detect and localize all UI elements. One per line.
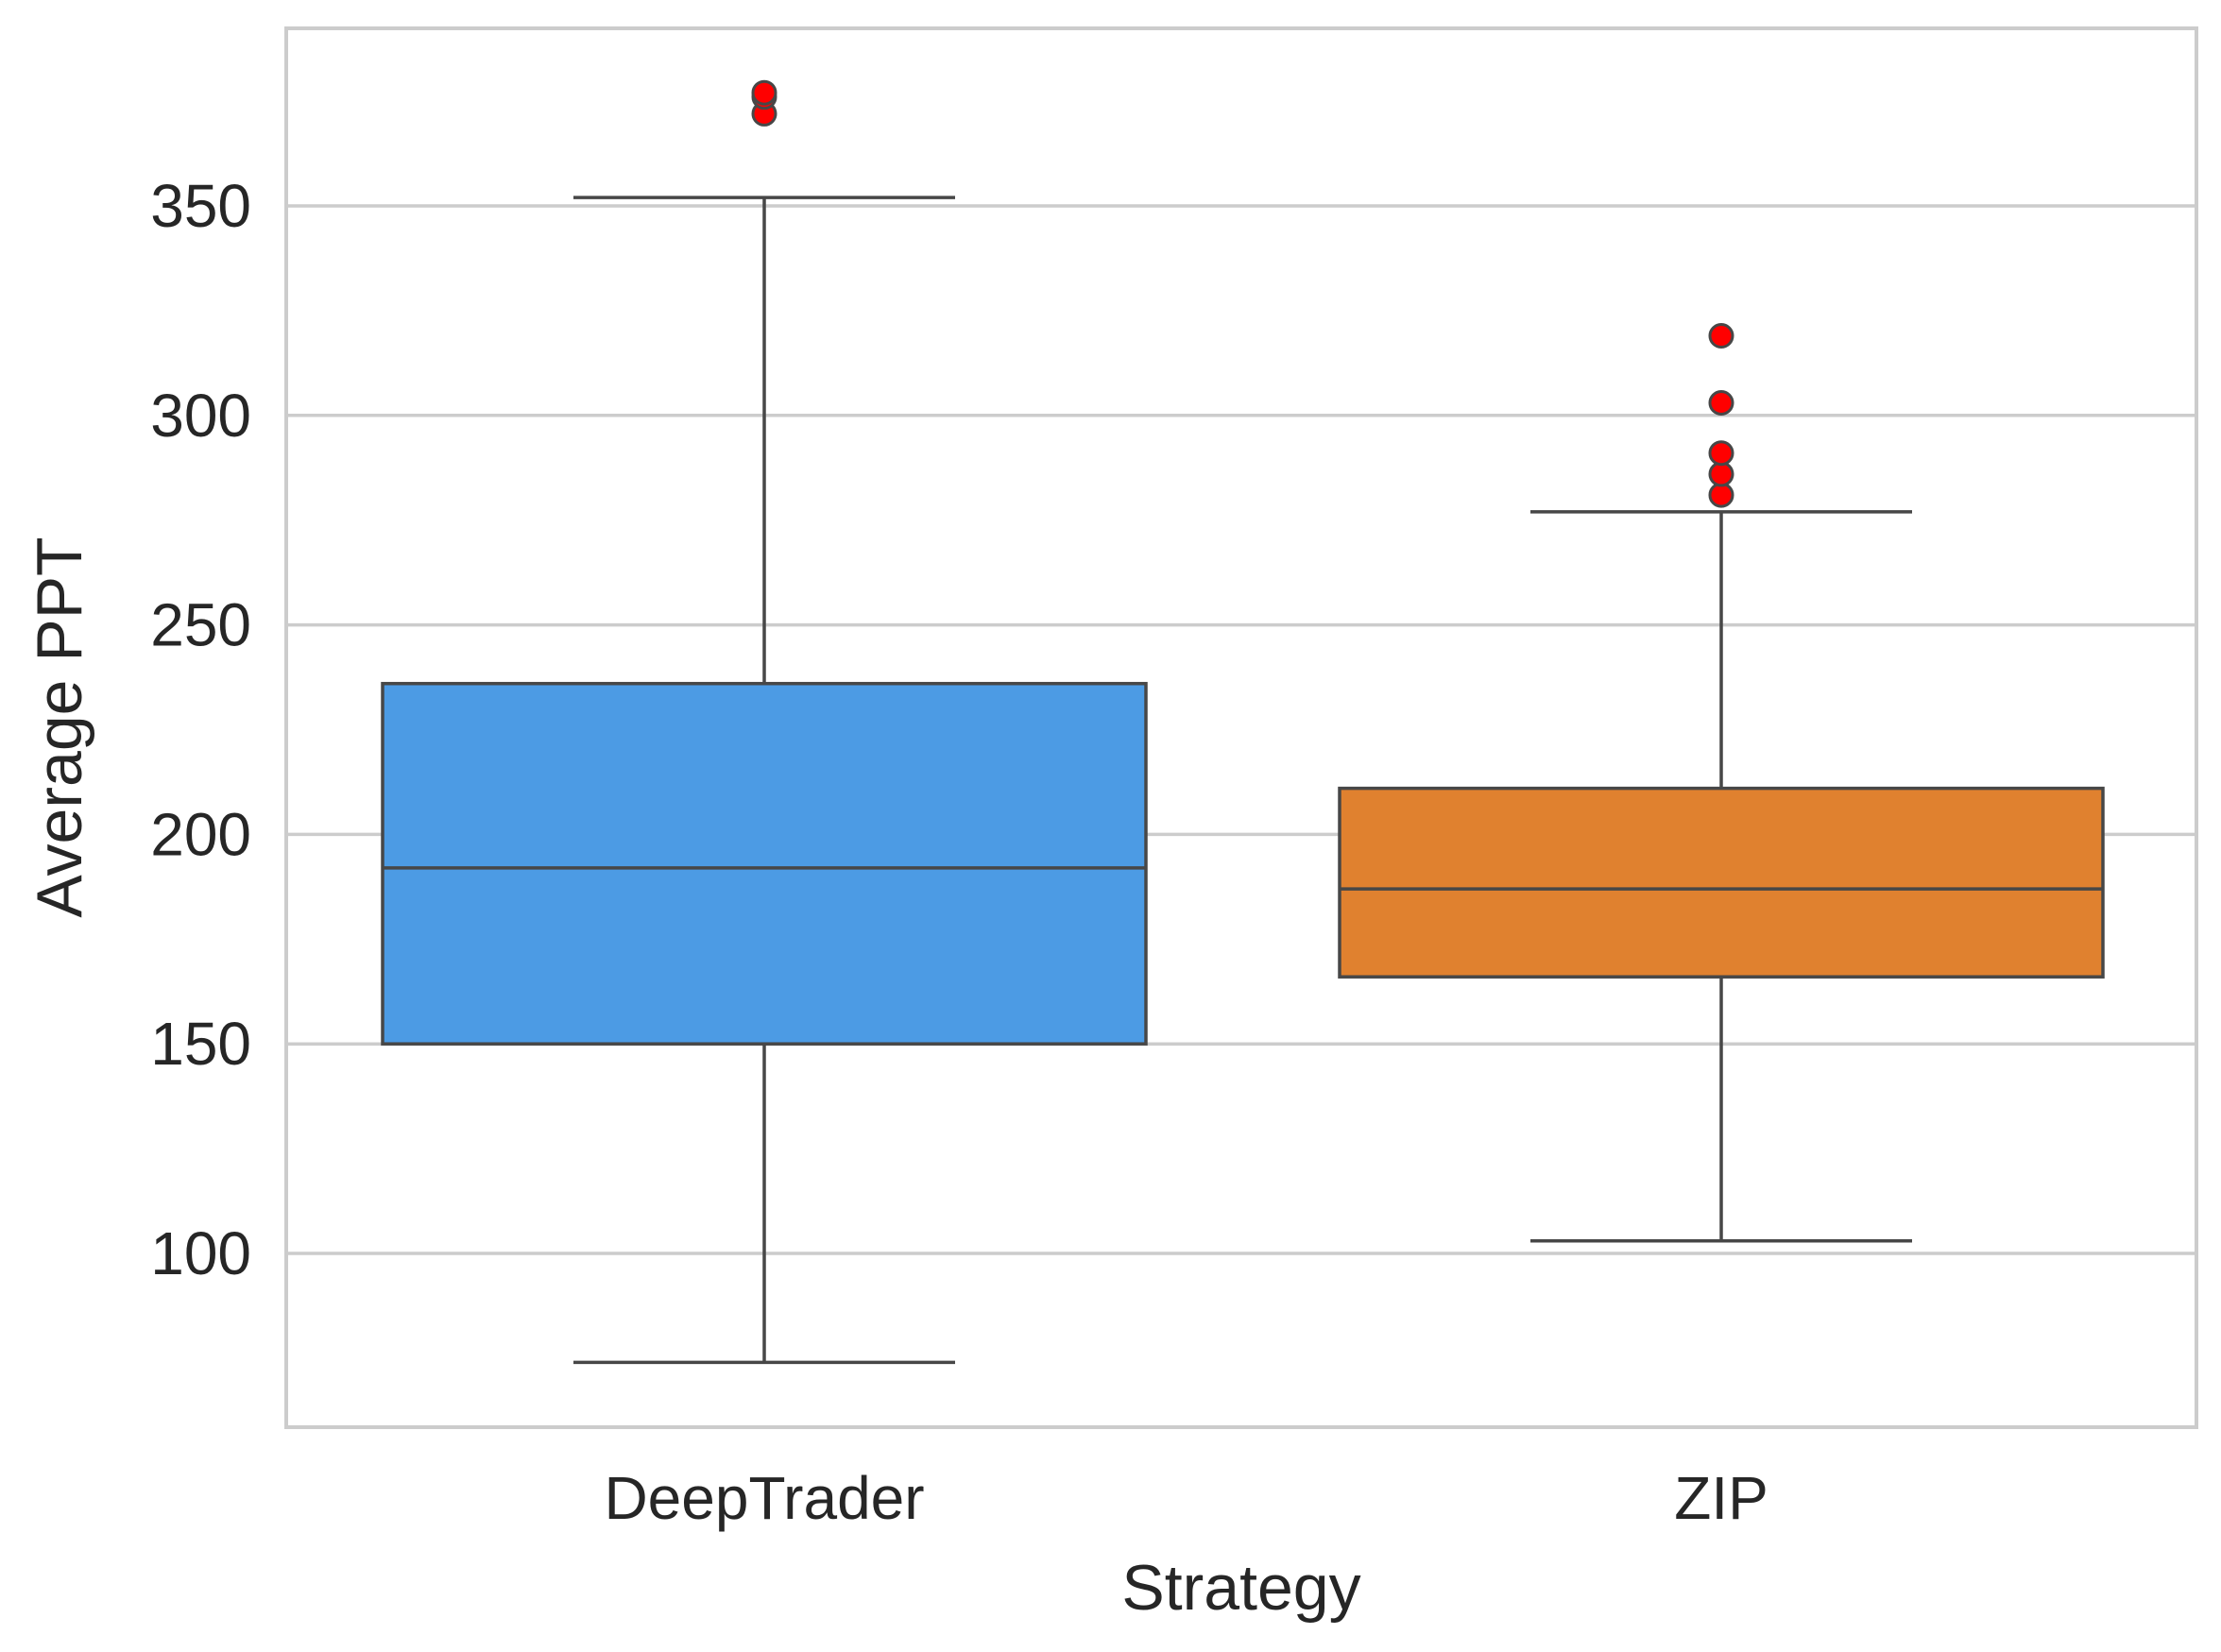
x-tick-label-zip: ZIP xyxy=(1674,1464,1768,1532)
x-tick-labels: DeepTrader ZIP xyxy=(604,1464,1768,1532)
x-tick-label-deeptrader: DeepTrader xyxy=(604,1464,924,1532)
iqr-box xyxy=(381,681,1148,1046)
outlier-point xyxy=(1708,323,1734,349)
y-tick-label-200: 200 xyxy=(150,800,251,868)
box-group-zip xyxy=(1338,323,2105,1243)
outlier-point xyxy=(751,79,777,106)
y-axis-label: Average PPT xyxy=(24,536,95,917)
y-tick-label-250: 250 xyxy=(150,591,251,659)
outlier-point xyxy=(1708,461,1734,487)
plot-frame xyxy=(284,26,2198,1429)
outlier-point xyxy=(1708,482,1734,508)
y-tick-label-150: 150 xyxy=(150,1010,251,1078)
outlier-point xyxy=(1708,440,1734,467)
box-group-deeptrader xyxy=(381,79,1148,1365)
y-tick-label-100: 100 xyxy=(150,1219,251,1287)
y-tick-label-350: 350 xyxy=(150,172,251,240)
outlier-point xyxy=(1708,389,1734,416)
y-tick-label-300: 300 xyxy=(150,382,251,450)
iqr-box xyxy=(1338,786,2105,979)
boxes xyxy=(381,79,2105,1365)
y-tick-labels: 100 150 200 250 300 350 xyxy=(150,172,251,1287)
x-axis-label: Strategy xyxy=(1121,1552,1360,1624)
